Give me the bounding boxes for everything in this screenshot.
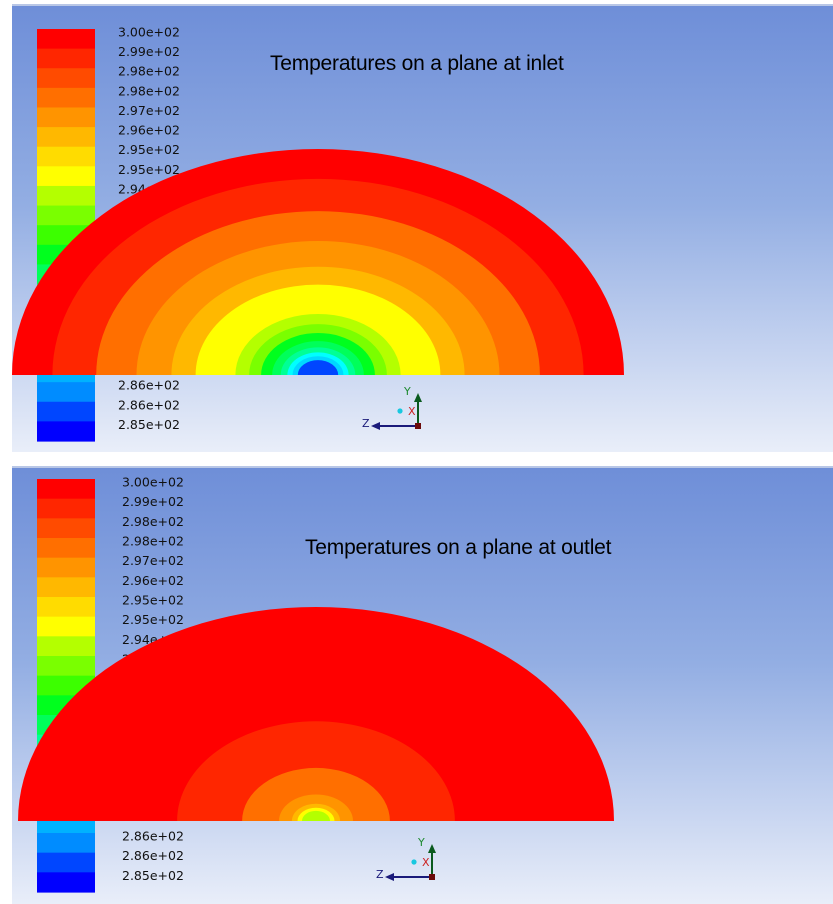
colorbar-swatch xyxy=(37,538,95,559)
colorbar-swatch xyxy=(37,421,95,442)
colorbar-tick-label: 2.86e+02 xyxy=(118,378,180,393)
triad-label-x: X xyxy=(408,405,416,418)
colorbar-swatch xyxy=(37,597,95,618)
colorbar-swatch xyxy=(37,87,95,109)
colorbar-swatch xyxy=(37,29,95,50)
colorbar-swatch xyxy=(37,401,95,422)
colorbar-swatch xyxy=(37,636,95,657)
colorbar-swatch xyxy=(37,479,95,500)
origin-marker xyxy=(415,423,421,429)
contour-band xyxy=(18,607,614,821)
colorbar-tick-label: 2.96e+02 xyxy=(118,123,180,138)
colorbar-swatch xyxy=(37,185,95,207)
colorbar-swatch xyxy=(37,656,95,677)
contour-bands xyxy=(18,607,614,821)
contour-bands xyxy=(12,149,624,375)
colorbar-tick-label: 2.86e+02 xyxy=(122,848,184,863)
colorbar-swatch xyxy=(37,68,95,89)
y-arrow-head xyxy=(414,393,422,402)
axes-triad: Y Z X xyxy=(362,385,422,430)
panel-top-border xyxy=(12,466,833,468)
colorbar-tick-label: 2.98e+02 xyxy=(118,64,180,79)
colorbar-swatch xyxy=(37,557,95,578)
colorbar-tick-label: 2.86e+02 xyxy=(122,829,184,844)
colorbar-swatch xyxy=(37,205,95,226)
outlet-temperature-panel: 3.00e+02 2.99e+02 2.98e+02 2.98e+02 2.97e+02… xyxy=(12,466,833,904)
colorbar-swatch xyxy=(37,48,95,69)
chart-title-outlet: Temperatures on a plane at outlet xyxy=(305,536,612,559)
colorbar-tick-label: 2.95e+02 xyxy=(118,142,180,157)
colorbar-swatch xyxy=(37,146,95,167)
contour-band xyxy=(297,360,339,375)
colorbar-swatch xyxy=(37,872,95,893)
triad-label-x: X xyxy=(422,856,430,869)
triad-label-z: Z xyxy=(376,868,384,881)
colorbar-tick-label: 2.86e+02 xyxy=(118,397,180,412)
colorbar-tick-label: 2.95e+02 xyxy=(118,162,180,177)
origin-marker xyxy=(429,874,435,880)
triad-dot xyxy=(411,859,417,865)
colorbar-tick-label: 2.99e+02 xyxy=(122,494,184,509)
contour-band xyxy=(302,810,330,821)
y-arrow-head xyxy=(428,844,436,853)
panel-top-border xyxy=(12,4,833,6)
colorbar-tick-label: 2.97e+02 xyxy=(118,103,180,118)
colorbar-swatch xyxy=(37,852,95,873)
triad-dot xyxy=(397,408,403,414)
colorbar-tick-label: 2.95e+02 xyxy=(122,593,184,608)
colorbar-tick-label: 2.99e+02 xyxy=(118,44,180,59)
colorbar-tick-label: 3.00e+02 xyxy=(118,25,180,40)
colorbar-tick-label: 2.98e+02 xyxy=(122,534,184,549)
colorbar-tick-label: 2.85e+02 xyxy=(118,417,180,432)
colorbar-swatch xyxy=(37,498,95,519)
colorbar-tick-label: 2.97e+02 xyxy=(122,553,184,568)
outlet-contour-plot: 3.00e+02 2.99e+02 2.98e+02 2.98e+02 2.97e+02… xyxy=(18,475,614,893)
colorbar: 3.00e+02 2.99e+02 2.98e+02 2.98e+02 2.97e+02… xyxy=(37,475,184,893)
colorbar-swatch xyxy=(37,833,95,854)
triad-label-y: Y xyxy=(417,836,425,849)
colorbar-swatch xyxy=(37,127,95,148)
colorbar-swatch xyxy=(37,616,95,637)
z-arrow-head xyxy=(371,422,380,430)
chart-title-inlet: Temperatures on a plane at inlet xyxy=(270,52,564,75)
inlet-contour-plot: 3.00e+02 2.99e+02 2.98e+02 2.98e+02 2.97e+02… xyxy=(12,25,624,442)
colorbar-swatch xyxy=(37,382,95,403)
colorbar-swatch xyxy=(37,577,95,598)
z-arrow-head xyxy=(385,873,394,881)
colorbar-tick-label: 2.85e+02 xyxy=(122,868,184,883)
inlet-temperature-panel: 3.00e+02 2.99e+02 2.98e+02 2.98e+02 2.97e+02… xyxy=(12,4,833,452)
colorbar-tick-label: 2.96e+02 xyxy=(122,573,184,588)
triad-label-z: Z xyxy=(362,417,370,430)
colorbar-tick-label: 2.98e+02 xyxy=(122,514,184,529)
contour-band xyxy=(242,767,390,821)
colorbar-swatch xyxy=(37,107,95,128)
colorbar-tick-label: 2.98e+02 xyxy=(118,83,180,98)
colorbar-tick-label: 3.00e+02 xyxy=(122,475,184,490)
triad-label-y: Y xyxy=(403,385,411,398)
axes-triad: Y Z X xyxy=(376,836,436,881)
colorbar-swatch xyxy=(37,518,95,539)
colorbar-swatch xyxy=(37,166,95,187)
colorbar-tick-label: 2.95e+02 xyxy=(122,612,184,627)
